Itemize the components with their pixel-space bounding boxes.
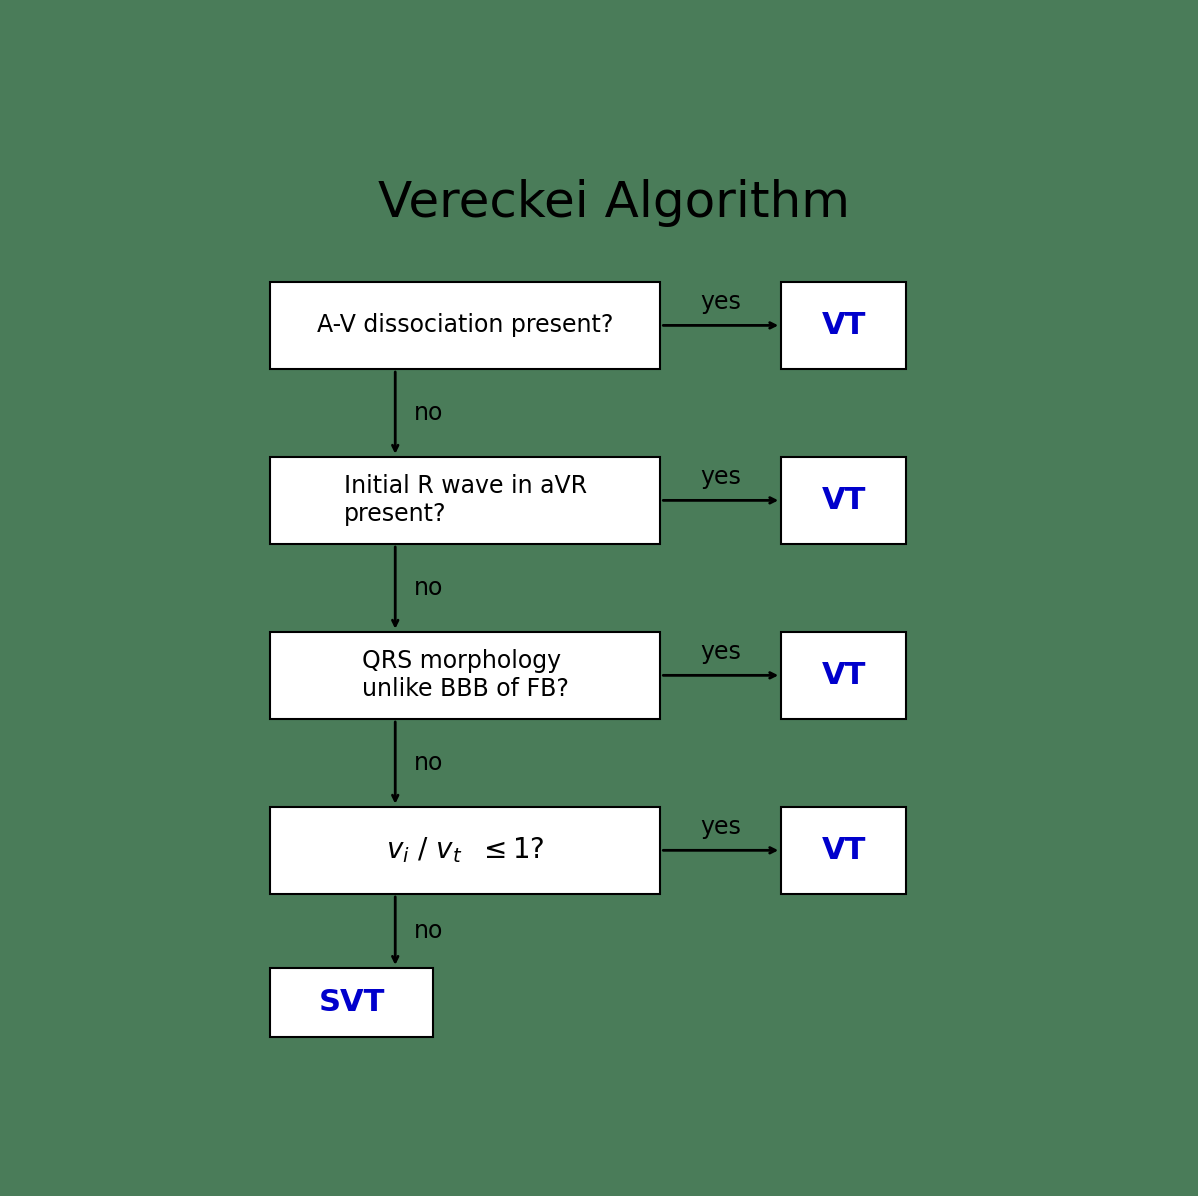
Text: yes: yes xyxy=(701,291,742,315)
FancyBboxPatch shape xyxy=(781,631,907,719)
Text: no: no xyxy=(413,751,443,775)
FancyBboxPatch shape xyxy=(781,282,907,370)
FancyBboxPatch shape xyxy=(271,968,432,1037)
Text: Initial R wave in aVR
present?: Initial R wave in aVR present? xyxy=(344,475,587,526)
FancyBboxPatch shape xyxy=(271,806,660,895)
FancyBboxPatch shape xyxy=(781,806,907,895)
Text: VT: VT xyxy=(822,661,866,690)
FancyBboxPatch shape xyxy=(271,282,660,370)
Text: SVT: SVT xyxy=(319,988,385,1017)
Text: VT: VT xyxy=(822,836,866,865)
Text: $\it{v}_i$ / $\it{v}_t$  $\leq$1?: $\it{v}_i$ / $\it{v}_t$ $\leq$1? xyxy=(386,836,545,865)
Text: Vereckei Algorithm: Vereckei Algorithm xyxy=(379,179,849,227)
Text: VT: VT xyxy=(822,311,866,340)
Text: no: no xyxy=(413,401,443,425)
Text: yes: yes xyxy=(701,640,742,664)
Text: yes: yes xyxy=(701,465,742,489)
FancyBboxPatch shape xyxy=(781,457,907,544)
Text: no: no xyxy=(413,575,443,600)
FancyBboxPatch shape xyxy=(271,631,660,719)
Text: A-V dissociation present?: A-V dissociation present? xyxy=(317,313,613,337)
Text: yes: yes xyxy=(701,816,742,840)
Text: QRS morphology
unlike BBB of FB?: QRS morphology unlike BBB of FB? xyxy=(362,649,569,701)
FancyBboxPatch shape xyxy=(271,457,660,544)
Text: no: no xyxy=(413,919,443,942)
Text: VT: VT xyxy=(822,486,866,514)
